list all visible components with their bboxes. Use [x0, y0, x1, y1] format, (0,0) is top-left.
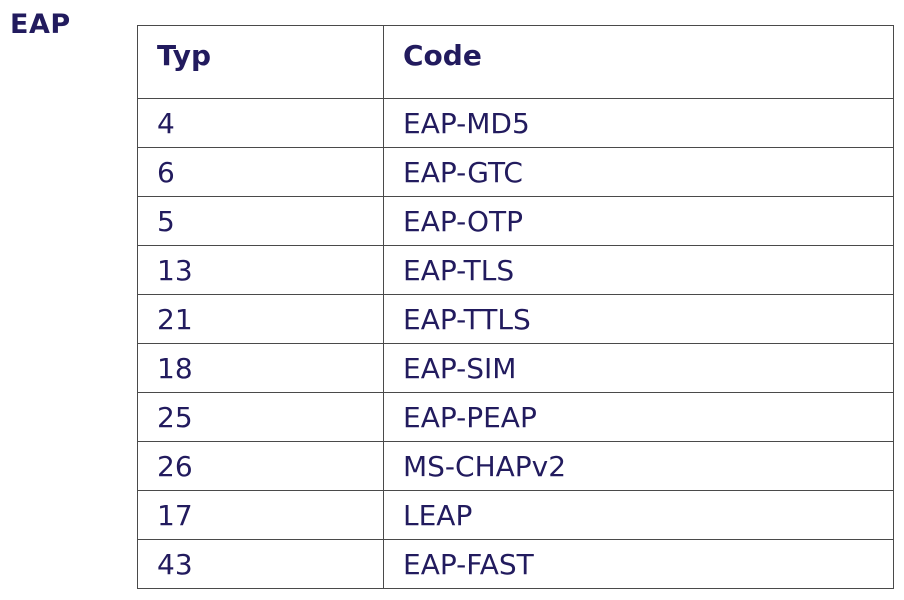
- table-row: 13 EAP-TLS: [137, 245, 894, 295]
- table-row: 26 MS-CHAPv2: [137, 441, 894, 491]
- cell-typ: 4: [137, 98, 384, 148]
- eap-section-label: EAP: [10, 9, 71, 40]
- table-row: 17 LEAP: [137, 490, 894, 540]
- cell-typ: 43: [137, 539, 384, 589]
- cell-code: EAP-PEAP: [383, 392, 894, 442]
- table-row: 25 EAP-PEAP: [137, 392, 894, 442]
- cell-code: EAP-FAST: [383, 539, 894, 589]
- cell-code: EAP-TLS: [383, 245, 894, 295]
- cell-code: EAP-MD5: [383, 98, 894, 148]
- cell-typ: 5: [137, 196, 384, 246]
- cell-typ: 21: [137, 294, 384, 344]
- cell-code: LEAP: [383, 490, 894, 540]
- table-header-row: Typ Code: [137, 25, 894, 99]
- cell-code: EAP-TTLS: [383, 294, 894, 344]
- table-row: 5 EAP-OTP: [137, 196, 894, 246]
- table-row: 18 EAP-SIM: [137, 343, 894, 393]
- cell-typ: 26: [137, 441, 384, 491]
- cell-code: EAP-OTP: [383, 196, 894, 246]
- cell-typ: 18: [137, 343, 384, 393]
- cell-typ: 17: [137, 490, 384, 540]
- table-row: 21 EAP-TTLS: [137, 294, 894, 344]
- table-row: 4 EAP-MD5: [137, 98, 894, 148]
- table-row: 43 EAP-FAST: [137, 539, 894, 589]
- cell-typ: 6: [137, 147, 384, 197]
- cell-typ: 25: [137, 392, 384, 442]
- eap-type-code-table: Typ Code 4 EAP-MD5 6 EAP-GTC 5 EAP-OTP 1…: [137, 25, 894, 589]
- table-row: 6 EAP-GTC: [137, 147, 894, 197]
- cell-code: MS-CHAPv2: [383, 441, 894, 491]
- cell-code: EAP-SIM: [383, 343, 894, 393]
- cell-typ: 13: [137, 245, 384, 295]
- column-header-typ: Typ: [137, 25, 384, 99]
- column-header-code: Code: [383, 25, 894, 99]
- cell-code: EAP-GTC: [383, 147, 894, 197]
